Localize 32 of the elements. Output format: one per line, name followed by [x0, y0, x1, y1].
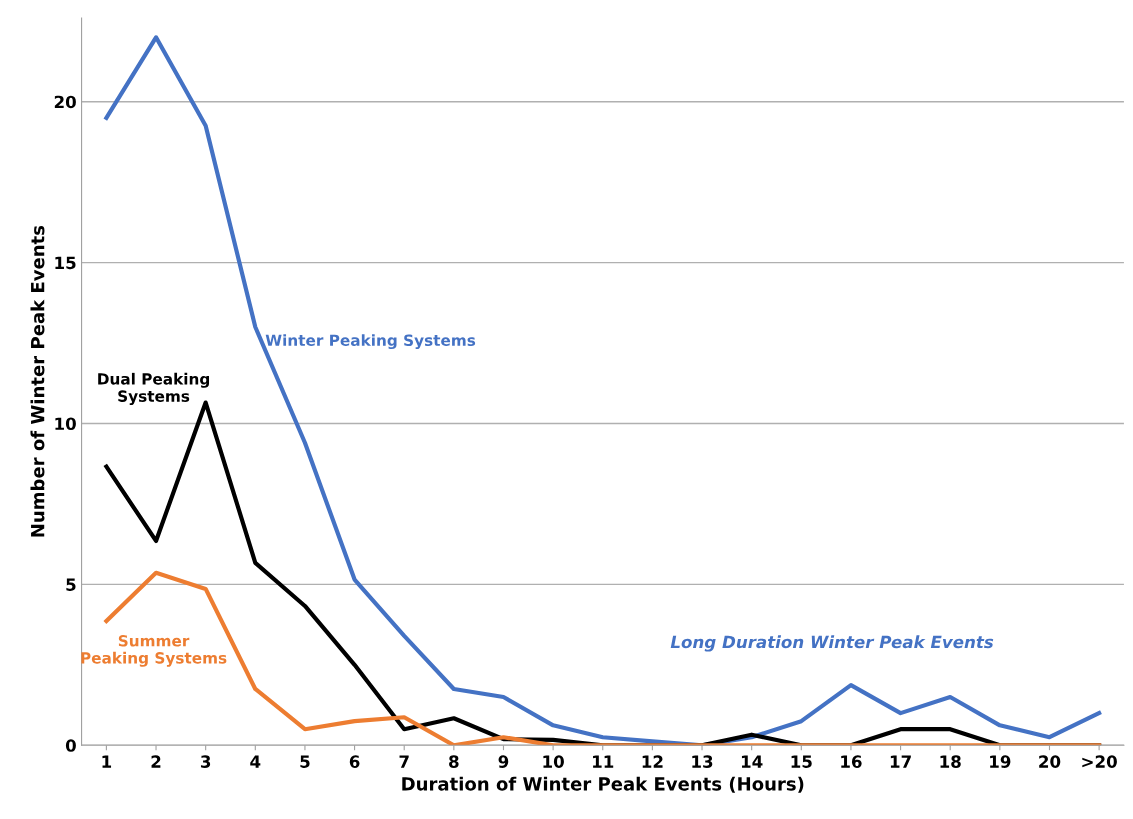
x-tick-label: 18: [940, 755, 961, 768]
x-tick-label: 1: [102, 755, 112, 768]
x-axis-title: Duration of Winter Peak Events (Hours): [402, 776, 804, 793]
x-tick-label: 7: [399, 755, 409, 768]
x-tick-label: 9: [498, 755, 509, 768]
x-tick-label: 20: [1039, 755, 1061, 768]
y-tick-label: 10: [55, 417, 76, 431]
y-tick-label: 5: [66, 578, 76, 591]
x-tick-label: 4: [250, 755, 261, 768]
x-tick-label: 14: [741, 755, 763, 768]
x-tick-label: 17: [890, 755, 911, 768]
series-label: Winter Peaking Systems: [265, 334, 476, 350]
x-tick-label: 5: [300, 755, 310, 768]
x-tick-label: 11: [593, 755, 614, 768]
series-label: Dual Peaking Systems: [98, 372, 210, 405]
x-tick-label: 10: [543, 755, 564, 768]
x-tick-label: 15: [791, 755, 812, 768]
series-label: Summer Peaking Systems: [81, 635, 227, 667]
x-tick-label: 19: [990, 755, 1011, 768]
x-tick-label: >20: [1082, 755, 1117, 768]
y-tick-label: 0: [65, 739, 76, 752]
x-tick-label: 13: [692, 755, 713, 768]
x-tick-label: 2: [151, 755, 161, 768]
annotation: Long Duration Winter Peak Events: [670, 635, 994, 652]
y-tick-label: 15: [55, 256, 76, 270]
x-tick-label: 16: [841, 755, 862, 768]
x-tick-label: 8: [449, 755, 459, 768]
x-tick-label: 12: [642, 755, 663, 768]
y-tick-label: 20: [54, 95, 76, 109]
x-tick-label: 3: [200, 755, 211, 768]
y-axis-title: Number of Winter Peak Events: [30, 225, 45, 537]
x-tick-label: 6: [349, 755, 360, 768]
